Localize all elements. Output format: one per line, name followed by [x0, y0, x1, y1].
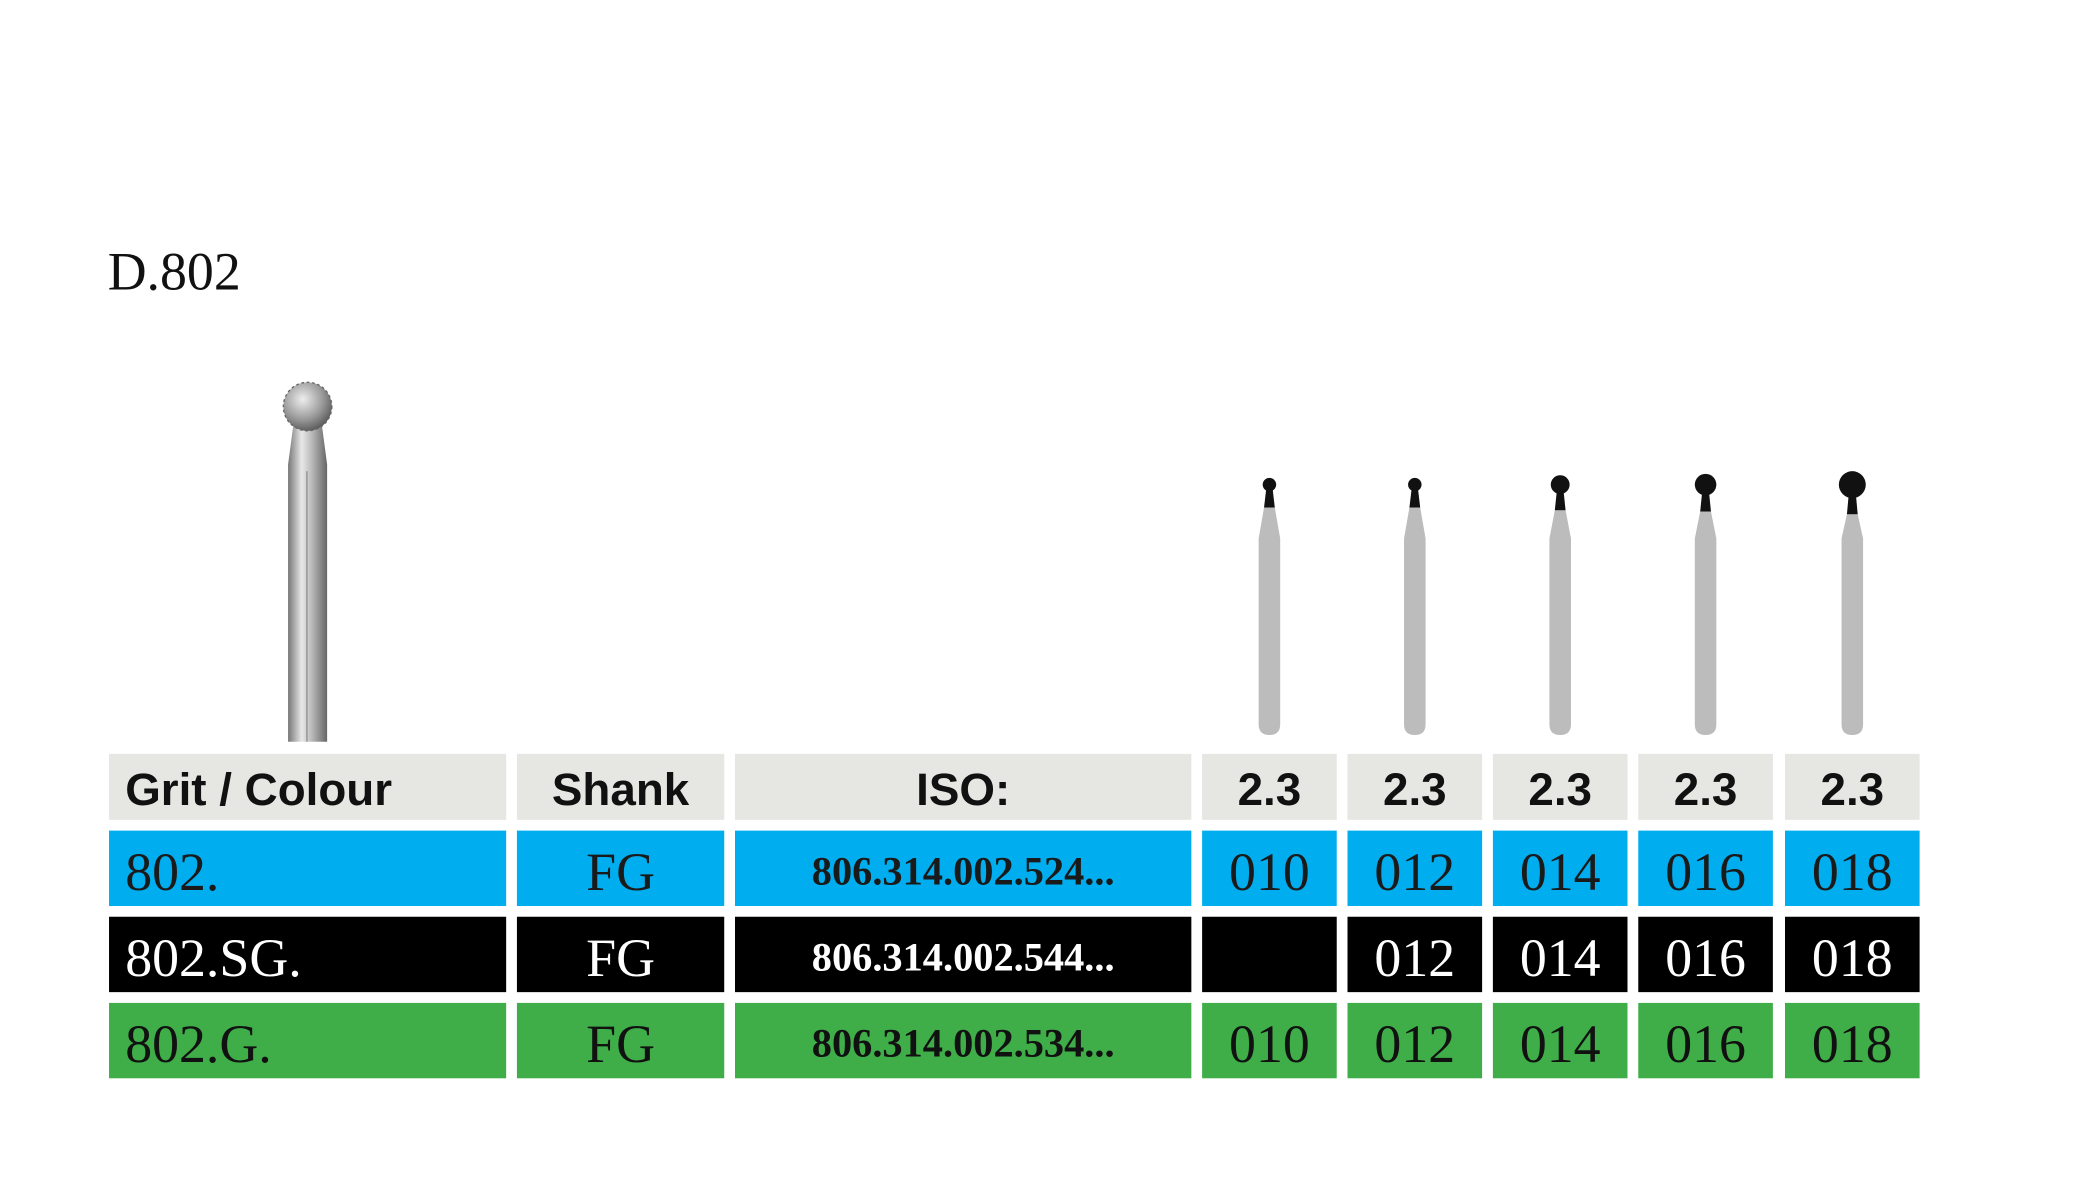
- cell-text: 012: [1374, 928, 1455, 988]
- cell-text: 018: [1812, 1014, 1893, 1074]
- cell-text: 010: [1229, 1014, 1310, 1074]
- cell-text: 016: [1665, 928, 1746, 988]
- size-table: Grit / Colour Shank ISO: 2.3 2.3 2.3 2.3 2.3 802…: [109, 753, 1920, 1079]
- table-cell: [109, 916, 507, 993]
- bur-icon: [1838, 471, 1866, 736]
- product-code: D.802: [108, 241, 241, 301]
- header-label: 2.3: [1674, 764, 1738, 815]
- table-cell: [1347, 830, 1483, 906]
- table-cell: [1202, 830, 1337, 906]
- header-label: 2.3: [1383, 764, 1447, 815]
- cell-text: 802.G.: [125, 1014, 272, 1074]
- cell-text: 012: [1374, 1014, 1455, 1074]
- table-cell: [735, 830, 1192, 906]
- cell-text: 016: [1665, 1014, 1746, 1074]
- bur-shank: [1404, 507, 1426, 736]
- table-cell: [1347, 916, 1483, 993]
- table-cell: [1638, 916, 1773, 993]
- header-cell: [1638, 753, 1773, 820]
- cell-text: FG: [586, 928, 655, 988]
- bur-shank: [1841, 514, 1864, 736]
- table-cell: [1202, 916, 1337, 993]
- cell-text: 012: [1374, 842, 1455, 902]
- cell-text: 014: [1520, 928, 1601, 988]
- table-cell: [516, 830, 725, 906]
- bur-icon: [1694, 473, 1717, 736]
- header-cell: [109, 753, 507, 820]
- cell-text: FG: [586, 842, 655, 902]
- header-cell: [1492, 753, 1628, 820]
- bur-head: [1694, 473, 1717, 496]
- cell-text: 018: [1812, 842, 1893, 902]
- header-cell: [1347, 753, 1483, 820]
- header-cell: [1785, 753, 1920, 820]
- header-label: 2.3: [1238, 764, 1302, 815]
- bur-icon: [1549, 475, 1571, 736]
- table-cell: [1347, 1002, 1483, 1079]
- table-cell: [516, 1002, 725, 1079]
- cell-text: 016: [1665, 842, 1746, 902]
- table-cell: [1785, 830, 1920, 906]
- header-label: ISO:: [916, 764, 1010, 815]
- table-cell: [1492, 916, 1628, 993]
- table-cell: [1492, 830, 1628, 906]
- bur-head: [1408, 477, 1422, 492]
- cell-text: 010: [1229, 842, 1310, 902]
- bur-head: [1262, 477, 1277, 492]
- bur-head: [1838, 471, 1866, 499]
- bur-icon: [1258, 477, 1281, 736]
- header-label: 2.3: [1821, 764, 1885, 815]
- cell-text: 802.SG.: [125, 928, 301, 988]
- cell-text: FG: [586, 1014, 655, 1074]
- cell-text: 014: [1520, 842, 1601, 902]
- table-cell: [109, 1002, 507, 1079]
- table-cell: [1638, 830, 1773, 906]
- table-cell: [735, 916, 1192, 993]
- table-cell: [1492, 1002, 1628, 1079]
- table-cell: [1638, 1002, 1773, 1079]
- bur-shank: [1258, 507, 1281, 736]
- header-label: Shank: [552, 764, 690, 815]
- header-label: Grit / Colour: [125, 764, 392, 815]
- header-cell: [516, 753, 725, 820]
- bur-shank: [1549, 510, 1571, 736]
- bur-icons: [1258, 471, 1866, 736]
- table-cell: [1202, 1002, 1337, 1079]
- table-cell: [735, 1002, 1192, 1079]
- cell-text: 802.: [125, 842, 219, 902]
- bur-head: [1550, 475, 1570, 495]
- cell-text: 014: [1520, 1014, 1601, 1074]
- table-cell: [109, 830, 507, 906]
- table-cell: [516, 916, 725, 993]
- table-cell: [1785, 1002, 1920, 1079]
- header-cell: [735, 753, 1192, 820]
- bur-photo: [282, 381, 333, 742]
- bur-icon: [1404, 477, 1426, 736]
- iso-number: 806.314.002.544...: [812, 935, 1115, 980]
- cell-text: 018: [1812, 928, 1893, 988]
- table-cell: [1785, 916, 1920, 993]
- iso-number: 806.314.002.524...: [812, 848, 1115, 893]
- header-label: 2.3: [1528, 764, 1592, 815]
- header-cell: [1202, 753, 1337, 820]
- iso-number: 806.314.002.534...: [812, 1021, 1115, 1066]
- bur-shank: [1694, 511, 1717, 736]
